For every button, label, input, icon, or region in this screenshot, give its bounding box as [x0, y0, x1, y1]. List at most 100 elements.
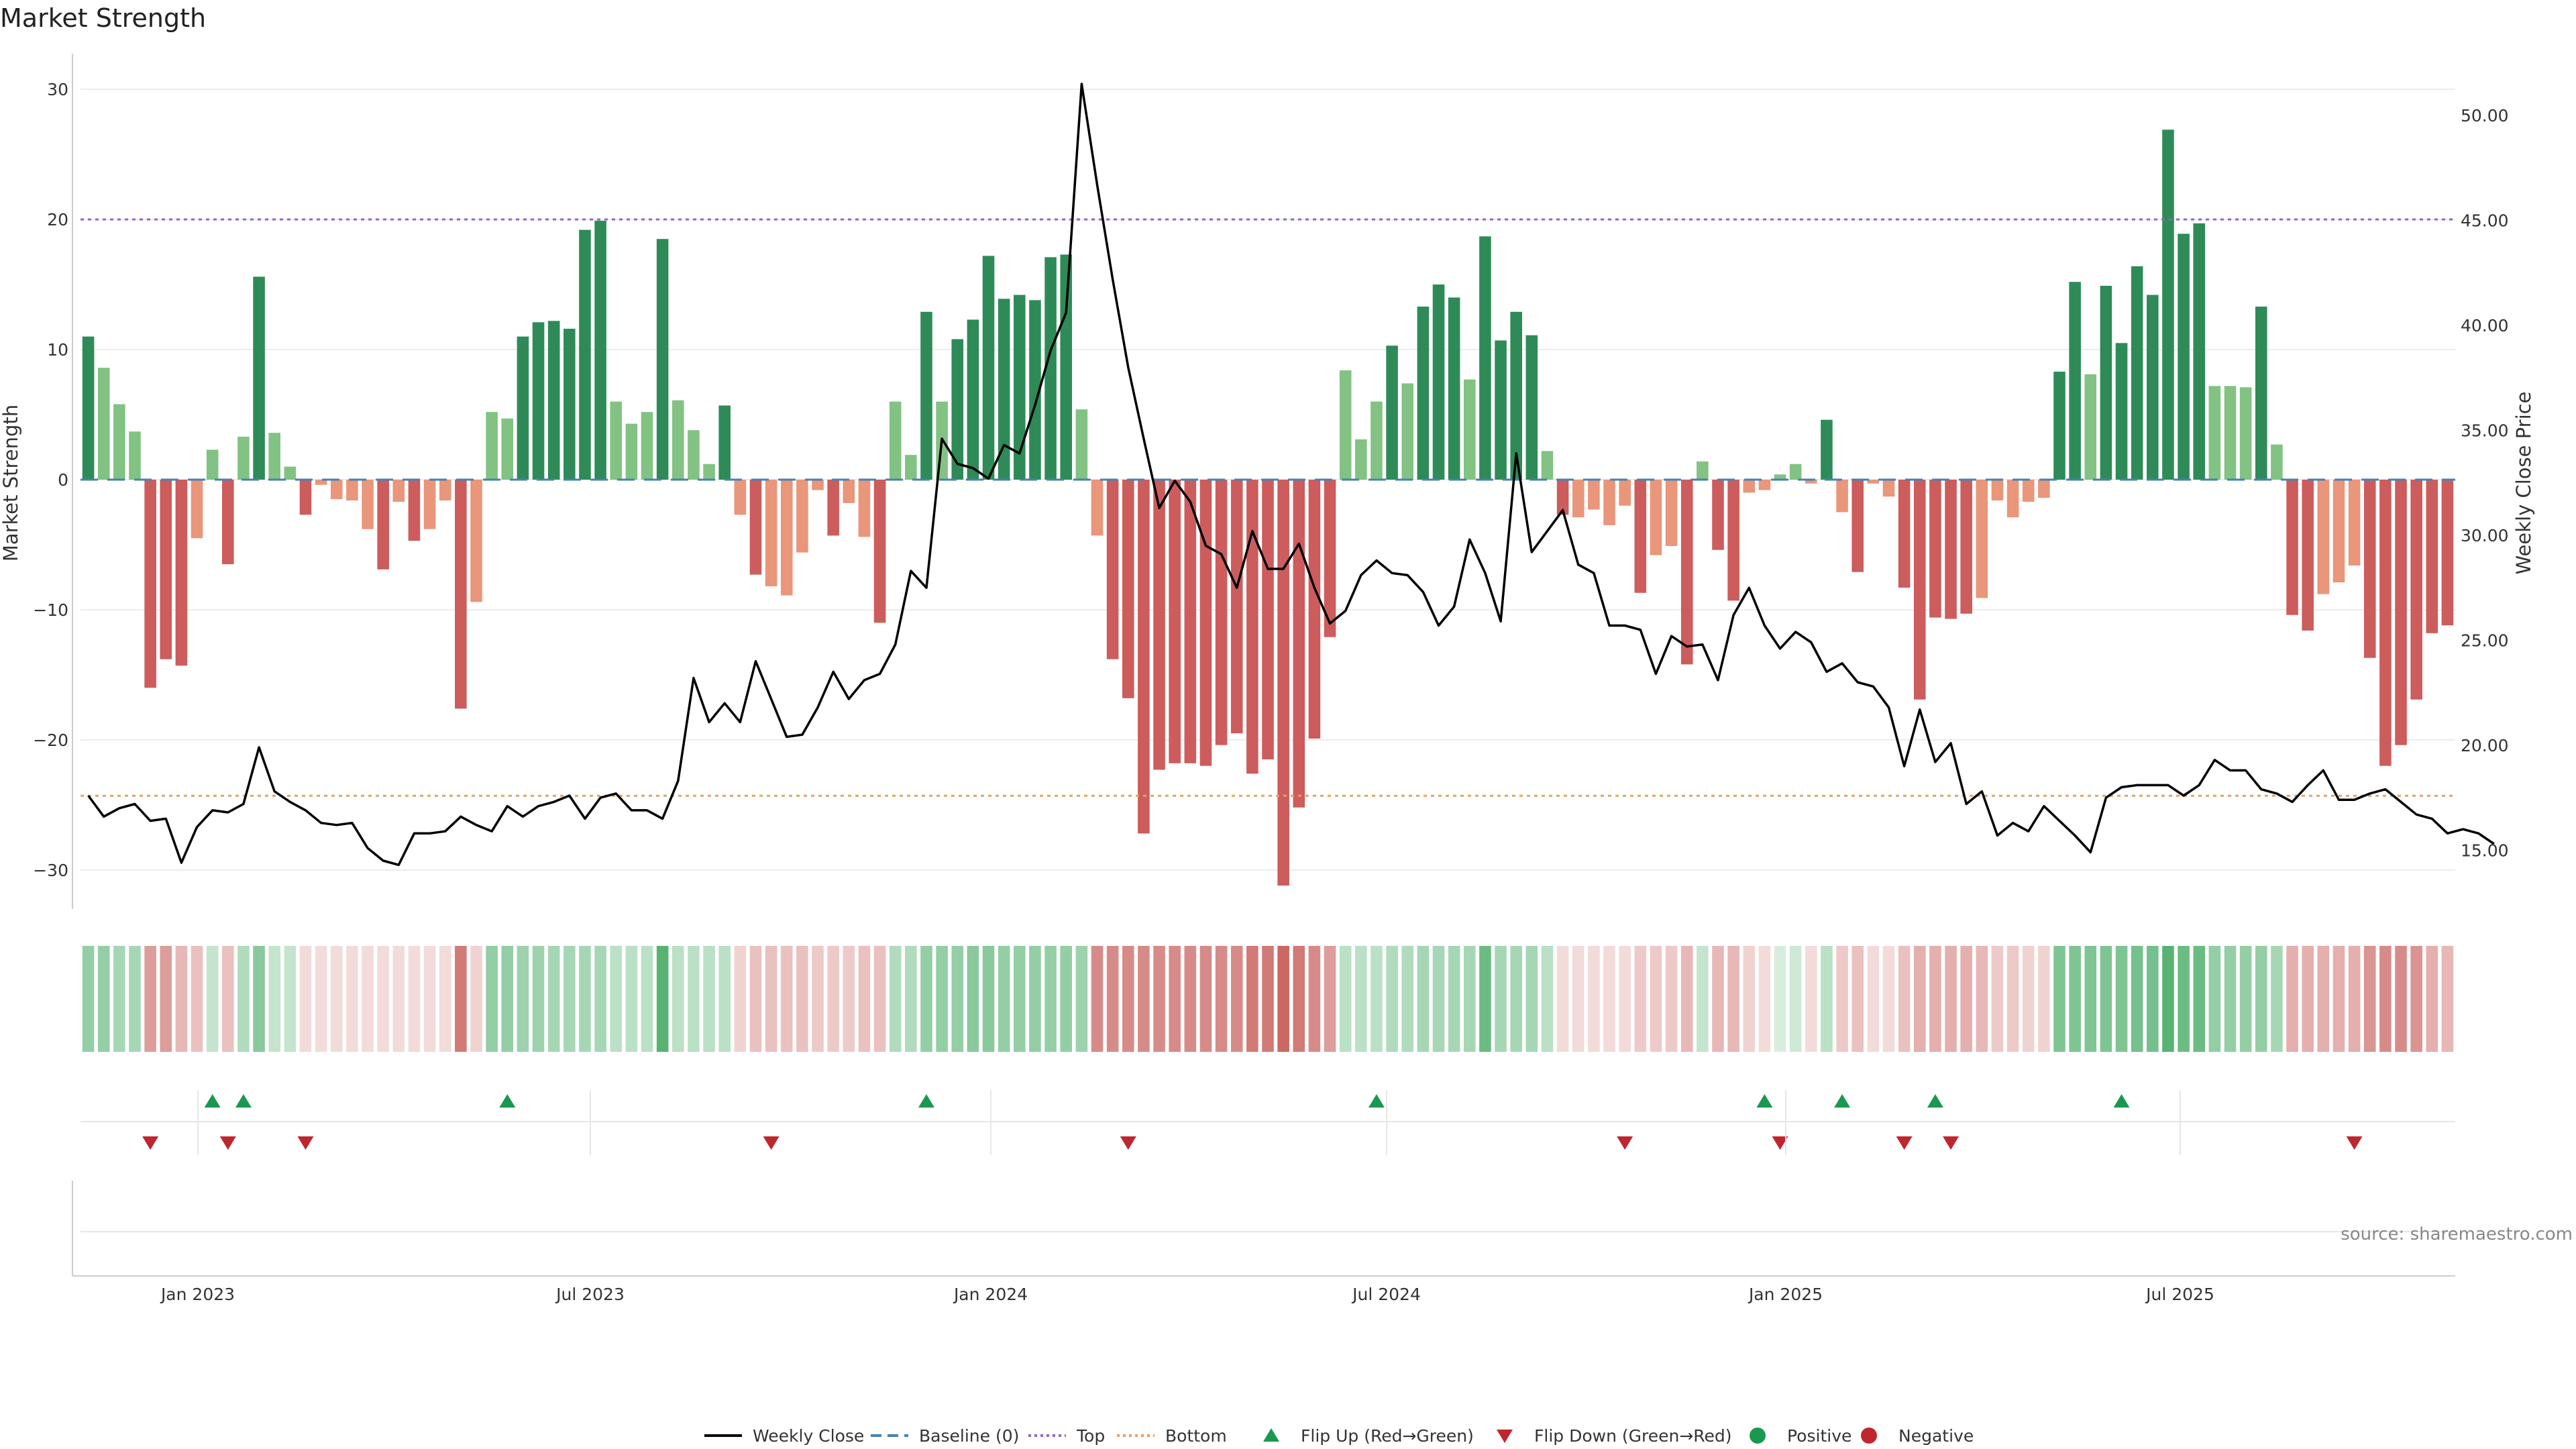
heat-cell [1355, 946, 1367, 1052]
strength-bar [982, 256, 995, 480]
strength-bar [2100, 286, 2112, 480]
strength-bar [1029, 300, 1041, 480]
heat-cell [1525, 946, 1538, 1052]
x-tick-label: Jan 2023 [160, 1285, 235, 1304]
strength-bar [1712, 480, 1724, 550]
strength-bar [532, 322, 545, 480]
legend-label: Positive [1787, 1426, 1851, 1446]
heat-cell [532, 946, 545, 1052]
heat-cell [734, 946, 747, 1052]
flip-down-marker [219, 1136, 236, 1150]
strength-bar [610, 401, 623, 480]
strength-bar [2162, 129, 2174, 480]
heat-cell [2178, 946, 2190, 1052]
heat-cell [688, 946, 700, 1052]
flip-down-marker [1617, 1136, 1633, 1150]
strength-bar [1525, 335, 1538, 480]
y2-tick-label: 30.00 [2461, 526, 2509, 545]
heat-cell [2224, 946, 2237, 1052]
strength-bar [1743, 480, 1756, 493]
strength-bar [455, 480, 467, 709]
strength-bar [780, 480, 793, 596]
strength-bar [2053, 372, 2065, 480]
heat-cell [1153, 946, 1165, 1052]
y2-tick-label: 25.00 [2461, 631, 2509, 650]
strength-bar [1308, 480, 1321, 739]
strength-bar [1619, 480, 1631, 506]
heat-cell [1060, 946, 1073, 1052]
heat-cell [812, 946, 824, 1052]
heat-cell [982, 946, 995, 1052]
strength-heat-strip [82, 946, 2454, 1052]
strength-bar [2379, 480, 2392, 766]
flip-down-marker [1120, 1136, 1136, 1150]
strength-bar [113, 404, 125, 480]
heat-cell [1697, 946, 1709, 1052]
heat-cell [191, 946, 203, 1052]
strength-bar [1262, 480, 1274, 759]
flip-down-marker [297, 1136, 314, 1150]
flip-down-marker [1943, 1136, 1960, 1150]
heat-cell [455, 946, 467, 1052]
heat-cell [920, 946, 932, 1052]
strength-bar [82, 336, 95, 480]
strength-bar [129, 431, 141, 480]
heat-cell [1495, 946, 1507, 1052]
strength-bar [1199, 480, 1212, 766]
legend-label: Flip Down (Green→Red) [1534, 1426, 1732, 1446]
flip-up-marker [235, 1094, 252, 1108]
strength-bar [2395, 480, 2407, 745]
strength-bar [160, 480, 172, 659]
heat-cell [1650, 946, 1662, 1052]
strength-bar [688, 430, 700, 480]
y-axis-label: Market Strength [0, 405, 22, 561]
heat-cell [1448, 946, 1460, 1052]
strength-bar [1727, 480, 1739, 601]
heat-cell [1432, 946, 1445, 1052]
heat-cell [423, 946, 436, 1052]
flip-up-marker [1756, 1094, 1773, 1108]
y-tick-label: 30 [47, 80, 68, 99]
strength-bar [2332, 480, 2345, 583]
heat-cell [1479, 946, 1491, 1052]
strength-bar [672, 400, 684, 480]
heat-cell [703, 946, 715, 1052]
heat-cell [1960, 946, 1972, 1052]
flip-up-marker [499, 1094, 516, 1108]
strength-bar [1138, 480, 1150, 834]
strength-bar [2441, 480, 2454, 626]
strength-bar [967, 319, 979, 480]
strength-bar [222, 480, 234, 565]
heat-cell [1867, 946, 1880, 1052]
strength-bar [843, 480, 855, 503]
strength-bar [1448, 297, 1460, 480]
strength-bar [2115, 343, 2128, 480]
strength-bar [889, 401, 902, 480]
heat-cell [827, 946, 839, 1052]
heat-cell [2410, 946, 2422, 1052]
heat-cell [206, 946, 219, 1052]
strength-bar [423, 480, 436, 529]
heat-cell [129, 946, 141, 1052]
x-tick-label: Jul 2025 [2145, 1285, 2214, 1304]
flip-down-marker [1772, 1136, 1788, 1150]
heat-cell [82, 946, 95, 1052]
heat-cell [2147, 946, 2159, 1052]
heat-cell [2441, 946, 2454, 1052]
strength-bar [392, 480, 405, 502]
heat-cell [160, 946, 172, 1052]
heat-cell [2115, 946, 2128, 1052]
strength-bar [191, 480, 203, 539]
strength-bar [1898, 480, 1911, 588]
heat-cell [1572, 946, 1585, 1052]
strength-bar [796, 480, 808, 553]
y2-tick-label: 45.00 [2461, 211, 2509, 230]
strength-bar [1821, 419, 1833, 480]
heat-cell [594, 946, 606, 1052]
strength-bar [362, 480, 374, 529]
strength-bar [206, 449, 219, 480]
heat-cell [1836, 946, 1848, 1052]
heat-cell [2208, 946, 2221, 1052]
heat-cell [2426, 946, 2438, 1052]
strength-bar [1184, 480, 1197, 763]
